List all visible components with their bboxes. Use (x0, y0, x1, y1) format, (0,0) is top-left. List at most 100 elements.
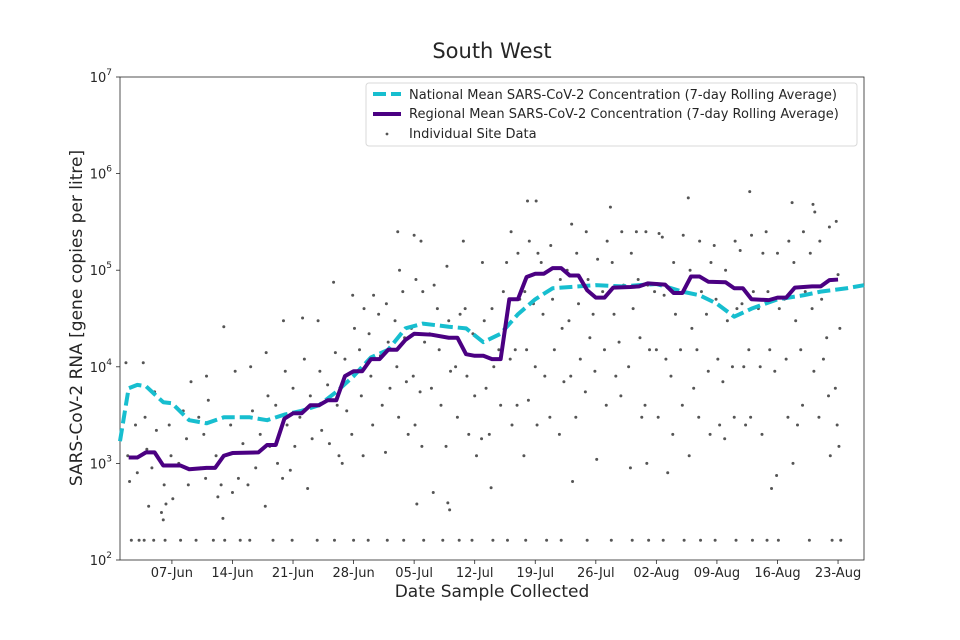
site-data-point (458, 312, 462, 316)
site-data-point (128, 479, 132, 483)
plot-frame (119, 76, 865, 561)
site-data-point (682, 538, 686, 542)
site-data-point (734, 538, 738, 542)
site-data-point (548, 415, 552, 419)
site-data-point (509, 230, 513, 234)
site-data-point (833, 386, 837, 390)
site-data-point (570, 222, 574, 226)
y-tick-label: 105 (90, 261, 112, 279)
site-data-point (602, 348, 606, 352)
site-data-point (124, 361, 128, 365)
site-data-point (612, 312, 616, 316)
site-data-point (161, 518, 165, 522)
site-data-point (233, 369, 237, 373)
site-data-point (604, 403, 608, 407)
site-data-point (817, 415, 821, 419)
site-data-point (648, 348, 652, 352)
site-data-point (730, 365, 734, 369)
site-data-point (596, 257, 600, 261)
site-data-point (318, 369, 322, 373)
site-data-point (620, 230, 624, 234)
site-data-point (672, 261, 676, 265)
site-data-point (411, 374, 415, 378)
site-data-point (126, 454, 130, 458)
legend-box (365, 82, 858, 147)
site-data-point (449, 369, 453, 373)
site-data-point (647, 538, 651, 542)
site-data-point (205, 374, 209, 378)
site-data-point (340, 461, 344, 465)
site-data-point (351, 293, 355, 297)
site-data-point (605, 239, 609, 243)
site-data-point (214, 454, 218, 458)
site-data-point (250, 409, 254, 413)
site-data-point (510, 423, 514, 427)
site-data-point (559, 538, 563, 542)
site-data-point (593, 369, 597, 373)
site-data-point (211, 538, 215, 542)
site-data-point (811, 202, 815, 206)
x-tick-label: 02-Aug (633, 566, 679, 581)
site-data-point (574, 415, 578, 419)
site-data-point (706, 369, 710, 373)
site-data-point (787, 239, 791, 243)
site-data-point (692, 386, 696, 390)
site-data-point (402, 538, 406, 542)
site-data-point (828, 454, 832, 458)
site-data-point (524, 538, 528, 542)
site-data-point (539, 261, 543, 265)
site-data-point (281, 476, 285, 480)
site-data-point (508, 357, 512, 361)
site-data-point (152, 538, 156, 542)
site-data-point (750, 233, 754, 237)
site-data-point (533, 365, 537, 369)
site-data-point (422, 538, 426, 542)
site-data-point (154, 428, 158, 432)
site-data-point (258, 432, 262, 436)
site-data-point (716, 357, 720, 361)
site-data-point (656, 415, 660, 419)
site-data-point (202, 432, 206, 436)
site-data-point (680, 403, 684, 407)
site-data-point (473, 394, 477, 398)
site-data-point (491, 538, 495, 542)
site-data-point (310, 437, 314, 441)
site-data-point (142, 538, 146, 542)
site-data-point (254, 466, 258, 470)
site-data-point (631, 307, 635, 311)
series-lines (118, 266, 865, 472)
site-data-point (352, 326, 356, 330)
site-data-point (681, 233, 685, 237)
site-data-point (490, 307, 494, 311)
site-data-point (429, 386, 433, 390)
site-data-point (362, 307, 366, 311)
site-data-point (412, 233, 416, 237)
site-data-point (699, 290, 703, 294)
site-data-point (535, 423, 539, 427)
site-data-point (801, 403, 805, 407)
site-data-point (584, 230, 588, 234)
site-data-point (810, 307, 814, 311)
site-data-point (271, 538, 275, 542)
site-data-point (583, 390, 587, 394)
site-data-point (467, 432, 471, 436)
site-data-point (134, 423, 137, 427)
site-data-point (643, 403, 647, 407)
site-data-point (567, 319, 571, 323)
site-data-point (673, 312, 677, 316)
site-data-point (742, 365, 746, 369)
site-data-point (724, 268, 728, 272)
site-data-point (827, 225, 831, 229)
site-data-point (333, 351, 337, 355)
site-data-point (645, 461, 649, 465)
site-data-point (137, 538, 141, 542)
site-data-point (204, 476, 208, 480)
site-data-point (617, 340, 621, 344)
site-data-point (327, 442, 331, 446)
site-data-point (627, 365, 631, 369)
site-data-point (634, 230, 638, 234)
site-data-point (395, 365, 399, 369)
site-data-point (644, 230, 648, 234)
y-tick-label: 103 (90, 454, 112, 472)
site-data-point (516, 251, 520, 255)
